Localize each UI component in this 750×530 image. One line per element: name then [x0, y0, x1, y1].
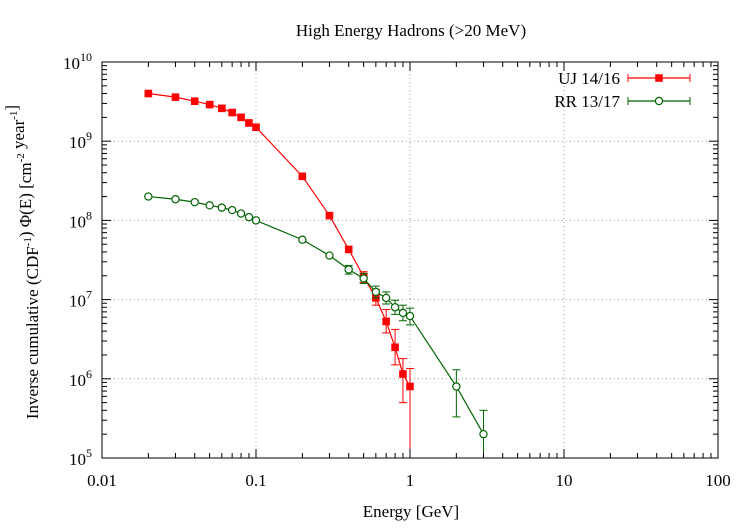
data-point [190, 97, 199, 105]
data-point [390, 303, 400, 312]
data-point [252, 123, 260, 132]
legend-marker [655, 74, 663, 82]
data-point [344, 245, 353, 254]
data-point [144, 89, 153, 98]
data-point [325, 251, 334, 260]
x-tick-label: 0.1 [245, 471, 266, 490]
y-tick-label: 105 [69, 446, 92, 469]
data-point [359, 274, 368, 283]
legend: UJ 14/16 RR 13/17 [554, 69, 691, 111]
y-axis-label: Inverse cumulative (CDF-1) Φ(E) [cm-2 ye… [2, 105, 42, 419]
data-point [298, 235, 307, 244]
data-point [217, 203, 227, 212]
x-tick-label: 1 [406, 471, 415, 490]
data-point [171, 93, 180, 101]
data-point [237, 113, 245, 122]
data-point [236, 209, 246, 218]
data-point [227, 205, 237, 215]
x-tick-label: 100 [705, 471, 731, 490]
y-tick-label: 109 [69, 129, 92, 152]
data-point [399, 370, 407, 378]
x-axis-label: Energy [GeV] [363, 502, 459, 521]
data-point [190, 197, 199, 207]
data-point [245, 119, 253, 127]
data-point [382, 317, 390, 326]
data-point [381, 293, 391, 303]
chart-title: High Energy Hadrons (>20 MeV) [296, 21, 526, 40]
y-tick-label: 106 [69, 367, 92, 390]
data-point [405, 311, 415, 321]
data-point [251, 216, 261, 225]
data-point [371, 287, 381, 297]
data-point [398, 308, 408, 318]
y-tick-label: 108 [69, 208, 92, 231]
plot-series [144, 89, 488, 458]
data-point [144, 192, 153, 201]
axis-ticks: 0.01 0.1 1 10 100 105 106 107 108 109 1010 [63, 50, 731, 490]
legend-label: RR 13/17 [554, 92, 620, 111]
data-point [325, 211, 334, 220]
series-1 [144, 192, 488, 458]
data-point [406, 382, 414, 391]
data-point [205, 201, 214, 210]
data-point [344, 265, 353, 274]
data-point [218, 104, 226, 113]
y-tick-label: 1010 [63, 50, 92, 73]
data-point [391, 343, 399, 352]
legend-label: UJ 14/16 [558, 69, 620, 88]
data-point [479, 429, 488, 439]
legend-marker [654, 96, 664, 106]
data-point [452, 382, 461, 391]
data-point [298, 172, 307, 181]
data-point [244, 212, 254, 222]
data-point [228, 108, 236, 117]
x-tick-label: 0.01 [87, 471, 117, 490]
y-tick-label: 107 [69, 288, 92, 311]
data-point [205, 100, 214, 109]
data-point [171, 195, 180, 204]
x-tick-label: 10 [556, 471, 573, 490]
